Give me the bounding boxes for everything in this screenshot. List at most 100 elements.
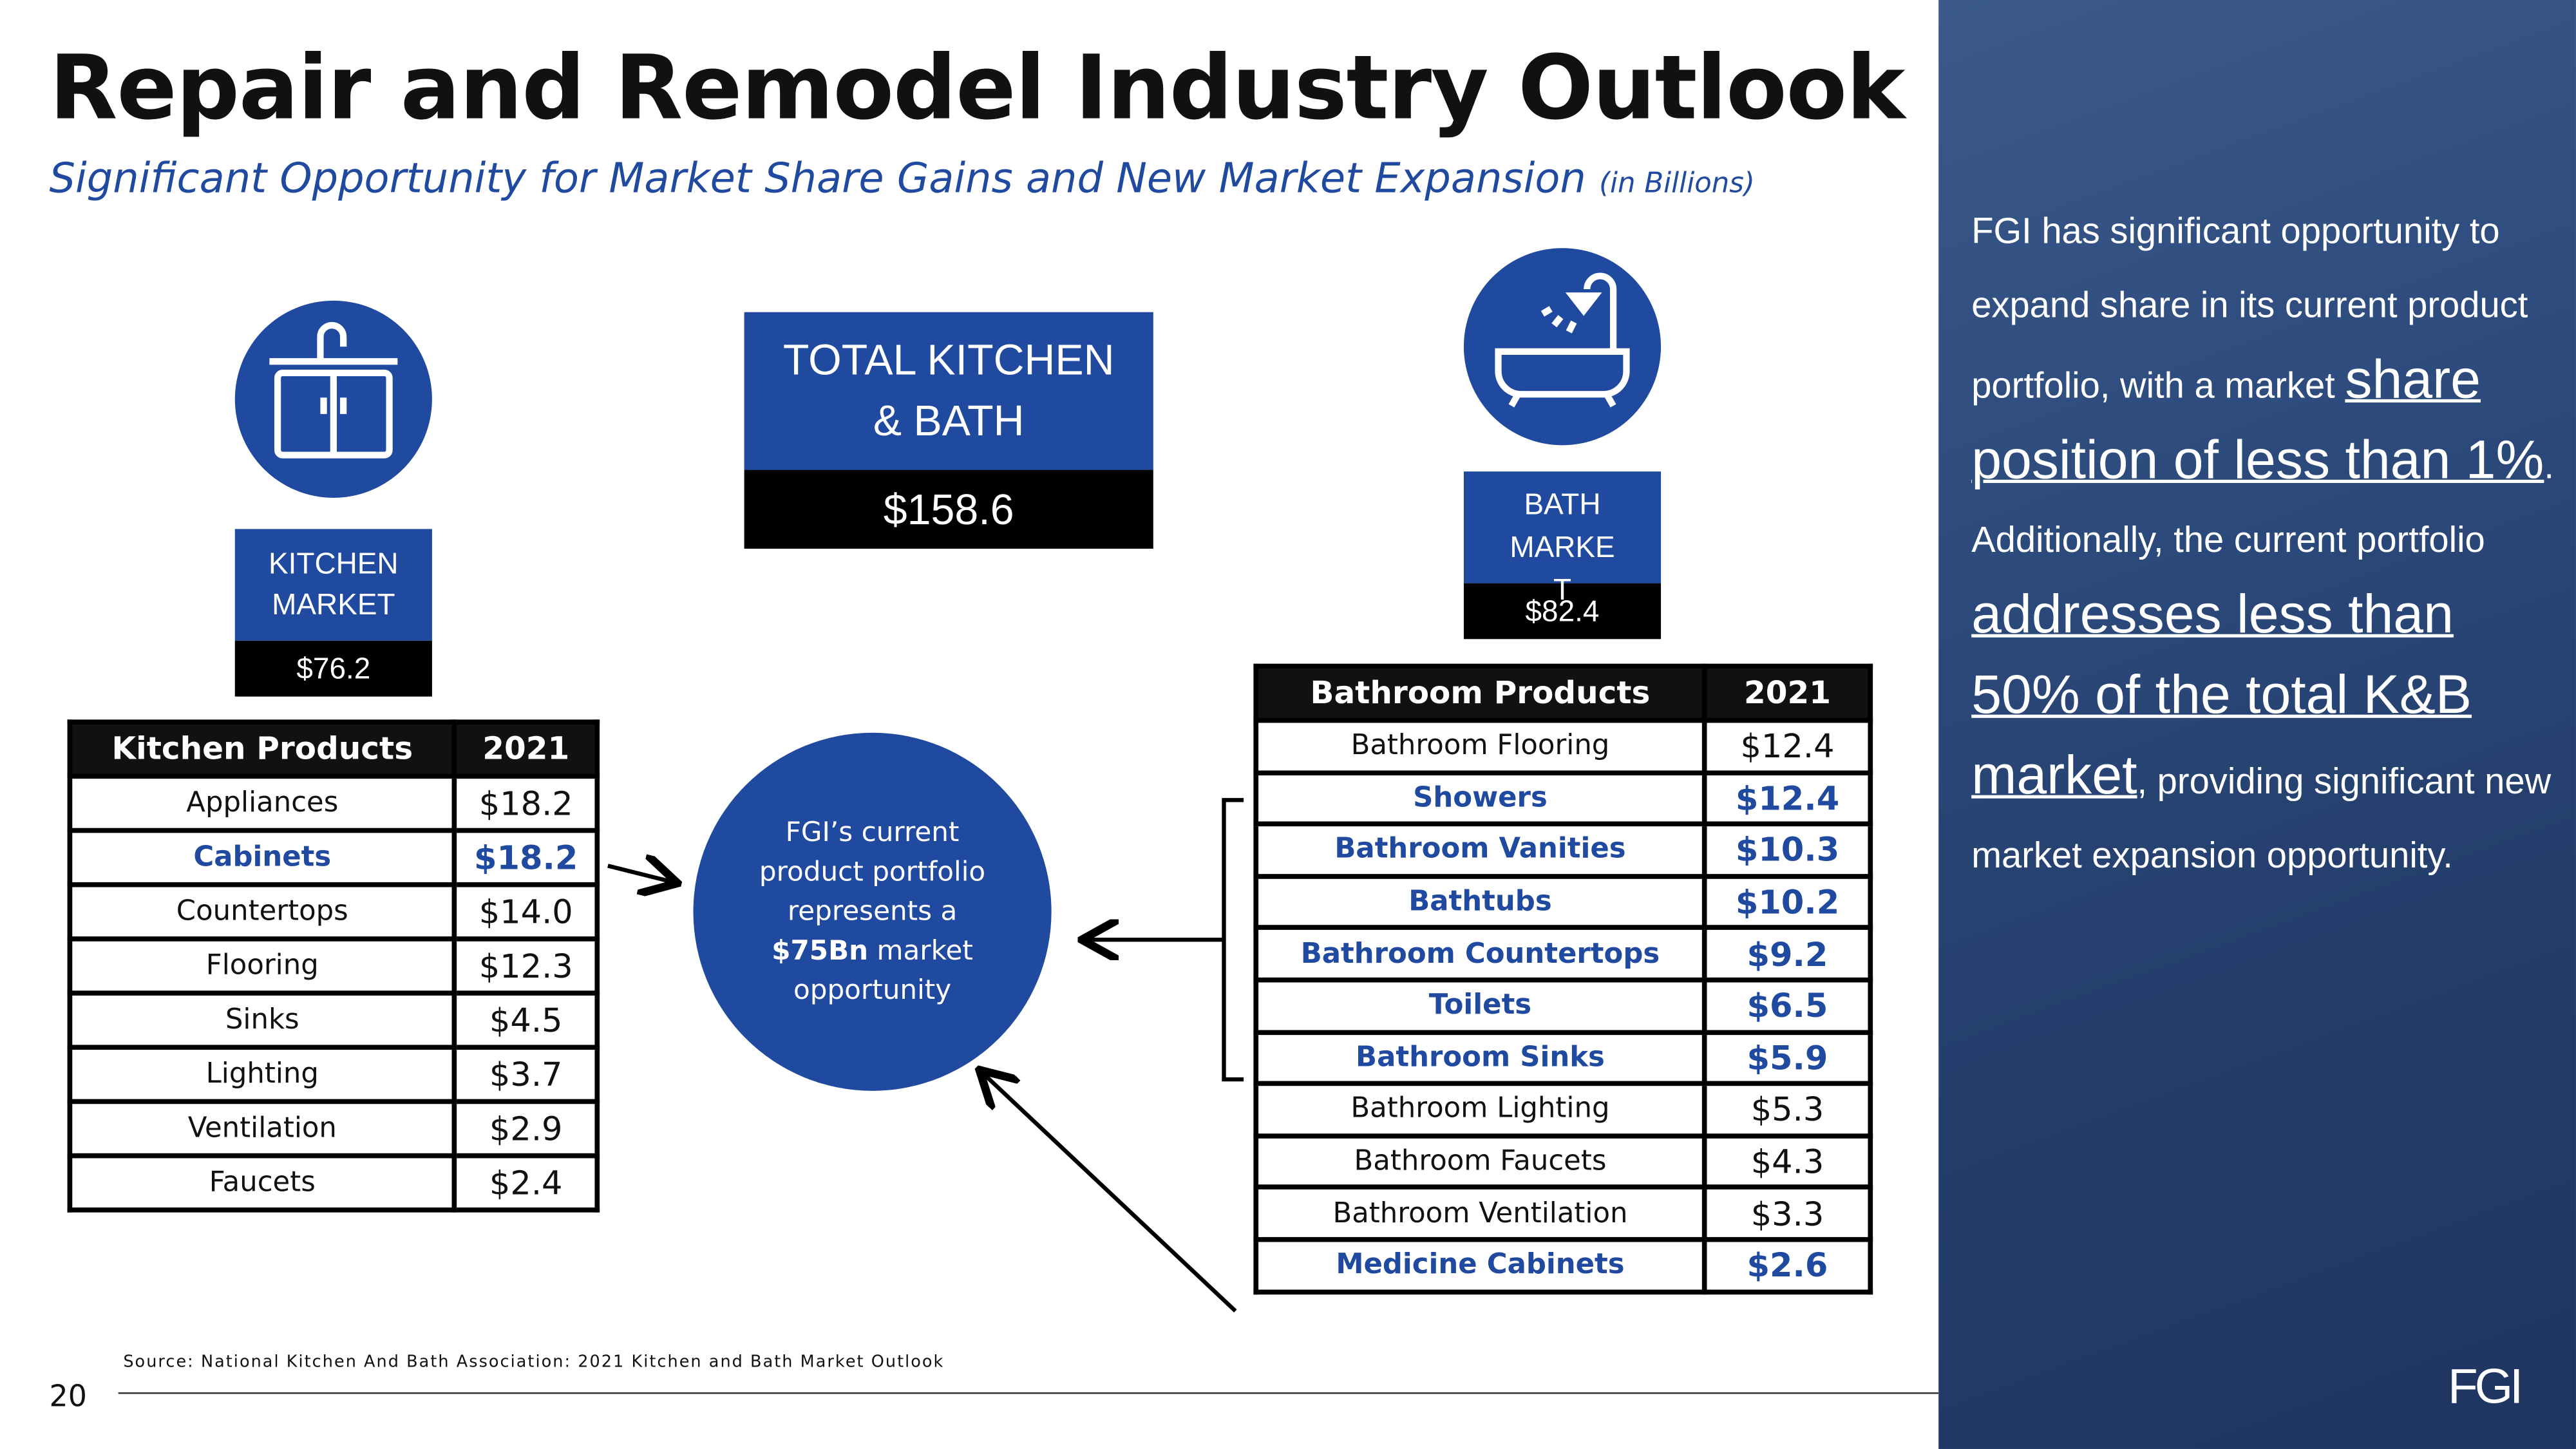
bath-icon xyxy=(1463,248,1662,446)
row: Cabinets $18.2 xyxy=(67,828,600,887)
bath-market-label: BATH MARKE T xyxy=(1463,471,1662,606)
header-cell: 2021 xyxy=(452,719,600,779)
product-cell: Appliances xyxy=(67,773,458,833)
product-cell: Cabinets xyxy=(67,828,458,887)
kitchen-table: Kitchen Products 2021 Appliances $18.2 Cabin… xyxy=(67,719,600,1213)
emphasis-text: share position of less than 1% xyxy=(1971,348,2544,490)
arrow xyxy=(607,866,674,882)
circle-line: product portfolio xyxy=(759,856,986,887)
label-line: BATH xyxy=(1524,488,1601,521)
source: Source: National Kitchen And Bath Associ… xyxy=(123,1354,945,1372)
header-cell: 2021 xyxy=(1701,663,1873,723)
subtitle-text: Significant Opportunity for Market Share… xyxy=(49,154,1586,202)
row: Medicine Cabinets $2.6 xyxy=(1253,1236,1873,1294)
graphics xyxy=(118,248,1939,1394)
row: Bathroom Vanities $10.3 xyxy=(1253,822,1873,879)
label-line: MARKE xyxy=(1510,530,1615,564)
row: Countertops $14.0 xyxy=(67,882,600,942)
circle-line: FGI’s current xyxy=(785,816,960,848)
label-line: KITCHEN xyxy=(269,547,399,580)
row: Bathroom Faucets $4.3 xyxy=(1253,1133,1873,1190)
body-text: , providing significant new market expan… xyxy=(1971,761,2552,876)
product-cell: Faucets xyxy=(67,1153,458,1213)
total-market-label: TOTAL KITCHEN & BATH xyxy=(744,312,1153,470)
product-cell: Flooring xyxy=(67,936,458,996)
product-cell: Bathroom Ventilation xyxy=(1253,1185,1707,1242)
label-line: TOTAL KITCHEN xyxy=(782,335,1115,384)
value-cell: $18.2 xyxy=(452,828,600,887)
circle-line: $75Bn market xyxy=(772,931,973,971)
total-market-value: $158.6 xyxy=(744,469,1153,549)
value-cell: $18.2 xyxy=(452,773,600,833)
row: Bathroom Ventilation $3.3 xyxy=(1253,1185,1873,1242)
value-cell: $12.4 xyxy=(1701,717,1873,775)
circle-line: represents a xyxy=(787,895,958,927)
value-cell: $2.9 xyxy=(452,1099,600,1159)
product-cell: Bathroom Lighting xyxy=(1253,1081,1707,1139)
circle-bold: $75Bn xyxy=(772,934,869,966)
product-cell: Bathroom Flooring xyxy=(1253,717,1707,775)
value-cell: $4.5 xyxy=(452,990,600,1050)
circle-line: opportunity xyxy=(793,974,952,1006)
product-cell: Lighting xyxy=(67,1045,458,1104)
header-row: Kitchen Products 2021 xyxy=(67,719,600,779)
header-cell: Kitchen Products xyxy=(67,719,458,779)
emphasis-text: addresses less than 50% of the total K&B… xyxy=(1971,583,2472,805)
product-cell: Bathroom Countertops xyxy=(1253,925,1707,983)
row: Faucets $2.4 xyxy=(67,1153,600,1213)
row: Flooring $12.3 xyxy=(67,936,600,996)
value-cell: $10.3 xyxy=(1701,822,1873,879)
kitchen-icon xyxy=(234,300,432,498)
row: Toilets $6.5 xyxy=(1253,977,1873,1034)
portfolio-circle: FGI’s current product portfolio represents… xyxy=(693,732,1052,1091)
row: Ventilation $2.9 xyxy=(67,1099,600,1159)
kitchen-market-value: $76.2 xyxy=(234,640,432,697)
product-cell: Bathroom Vanities xyxy=(1253,822,1707,879)
row: Bathroom Flooring $12.4 xyxy=(1253,717,1873,775)
bracket xyxy=(1222,798,1244,1082)
row: Showers $12.4 xyxy=(1253,770,1873,827)
value-cell: $12.4 xyxy=(1701,770,1873,827)
row: Bathtubs $10.2 xyxy=(1253,873,1873,931)
product-cell: Toilets xyxy=(1253,977,1707,1034)
arrow xyxy=(982,1073,1237,1313)
product-cell: Bathroom Sinks xyxy=(1253,1029,1707,1086)
bath-table: Bathroom Products 2021 Bathroom Flooring $1… xyxy=(1253,663,1873,1294)
kitchen-market-label: KITCHEN MARKET xyxy=(234,529,432,641)
header-row: Bathroom Products 2021 xyxy=(1253,663,1873,723)
row: Bathroom Countertops $9.2 xyxy=(1253,925,1873,983)
value-cell: $6.5 xyxy=(1701,977,1873,1034)
subtitle-note: (in Billions) xyxy=(1599,167,1755,201)
side-panel xyxy=(1938,0,2576,1449)
value-cell: $3.3 xyxy=(1701,1185,1873,1242)
value-cell: $9.2 xyxy=(1701,925,1873,983)
row: Bathroom Sinks $5.9 xyxy=(1253,1029,1873,1086)
row: Sinks $4.5 xyxy=(67,990,600,1050)
value-cell: $5.3 xyxy=(1701,1081,1873,1139)
page-number: 20 xyxy=(49,1379,87,1415)
value-cell: $14.0 xyxy=(452,882,600,942)
side-panel-text: FGI has significant opportunity to expan… xyxy=(1971,194,2555,892)
row: Appliances $18.2 xyxy=(67,773,600,833)
product-cell: Sinks xyxy=(67,990,458,1050)
label-line: T xyxy=(1553,573,1572,607)
value-cell: $12.3 xyxy=(452,936,600,996)
value-cell: $5.9 xyxy=(1701,1029,1873,1086)
value-cell: $10.2 xyxy=(1701,873,1873,931)
body-text: . Additionally, the current portfolio xyxy=(1971,445,2554,560)
bath-market-value: $82.4 xyxy=(1463,583,1662,639)
label-line: MARKET xyxy=(272,588,395,621)
value-cell: $4.3 xyxy=(1701,1133,1873,1190)
subtitle: Significant Opportunity for Market Share… xyxy=(50,155,1755,202)
body-text: FGI has significant opportunity to expan… xyxy=(1971,210,2528,406)
product-cell: Countertops xyxy=(67,882,458,942)
circle-text: market xyxy=(868,934,973,966)
header-cell: Bathroom Products xyxy=(1253,663,1707,723)
value-cell: $2.4 xyxy=(452,1153,600,1213)
value-cell: $2.6 xyxy=(1701,1236,1873,1294)
product-cell: Ventilation xyxy=(67,1099,458,1159)
product-cell: Bathroom Faucets xyxy=(1253,1133,1707,1190)
product-cell: Medicine Cabinets xyxy=(1253,1236,1707,1294)
